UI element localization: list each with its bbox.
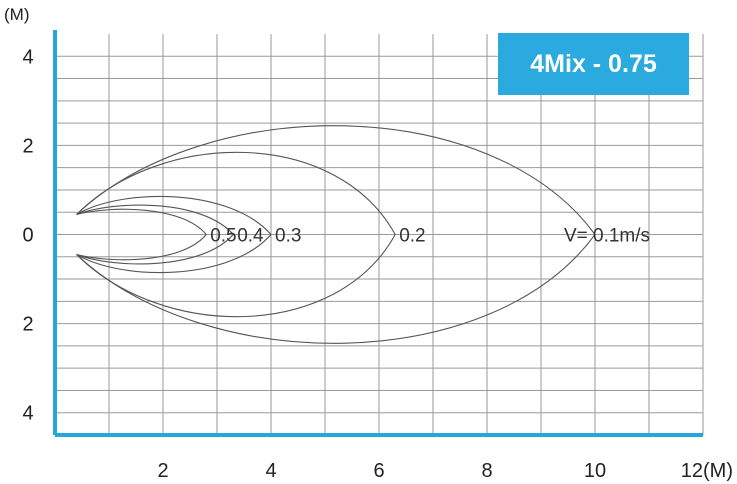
series-curve xyxy=(76,151,396,318)
series-label: 0.4 xyxy=(237,226,264,247)
y-tick-label: 2 xyxy=(22,314,33,336)
y-tick-label: 0 xyxy=(22,225,33,247)
title-badge: 4Mix - 0.75 xyxy=(498,33,689,95)
y-tick-label: 4 xyxy=(22,403,33,425)
series-curve xyxy=(76,195,272,274)
y-tick-label: 4 xyxy=(22,46,33,68)
x-unit-label: 12(M) xyxy=(681,460,733,482)
x-tick-label: 6 xyxy=(373,460,384,482)
x-tick-label: 8 xyxy=(481,460,492,482)
title-badge-text: 4Mix - 0.75 xyxy=(530,49,657,78)
tick-labels: 2 4 6 8 10 4 2 0 2 4 xyxy=(22,46,606,482)
curves xyxy=(76,125,596,344)
series-label: 0.5 xyxy=(210,226,236,247)
series-label: 0.3 xyxy=(275,226,301,247)
series-label: 0.2 xyxy=(399,226,425,247)
series-curve xyxy=(76,204,234,265)
y-tick-label: 2 xyxy=(22,135,33,157)
y-unit-label: (M) xyxy=(4,5,29,24)
series-curve xyxy=(76,125,596,344)
x-tick-label: 2 xyxy=(157,460,168,482)
series-curve xyxy=(76,208,207,261)
curve-labels: 0.5 0.4 0.3 0.2 V= 0.1m/s xyxy=(210,226,650,247)
x-tick-label: 4 xyxy=(265,460,276,482)
x-tick-label: 10 xyxy=(584,460,606,482)
series-label: V= 0.1m/s xyxy=(564,226,650,247)
